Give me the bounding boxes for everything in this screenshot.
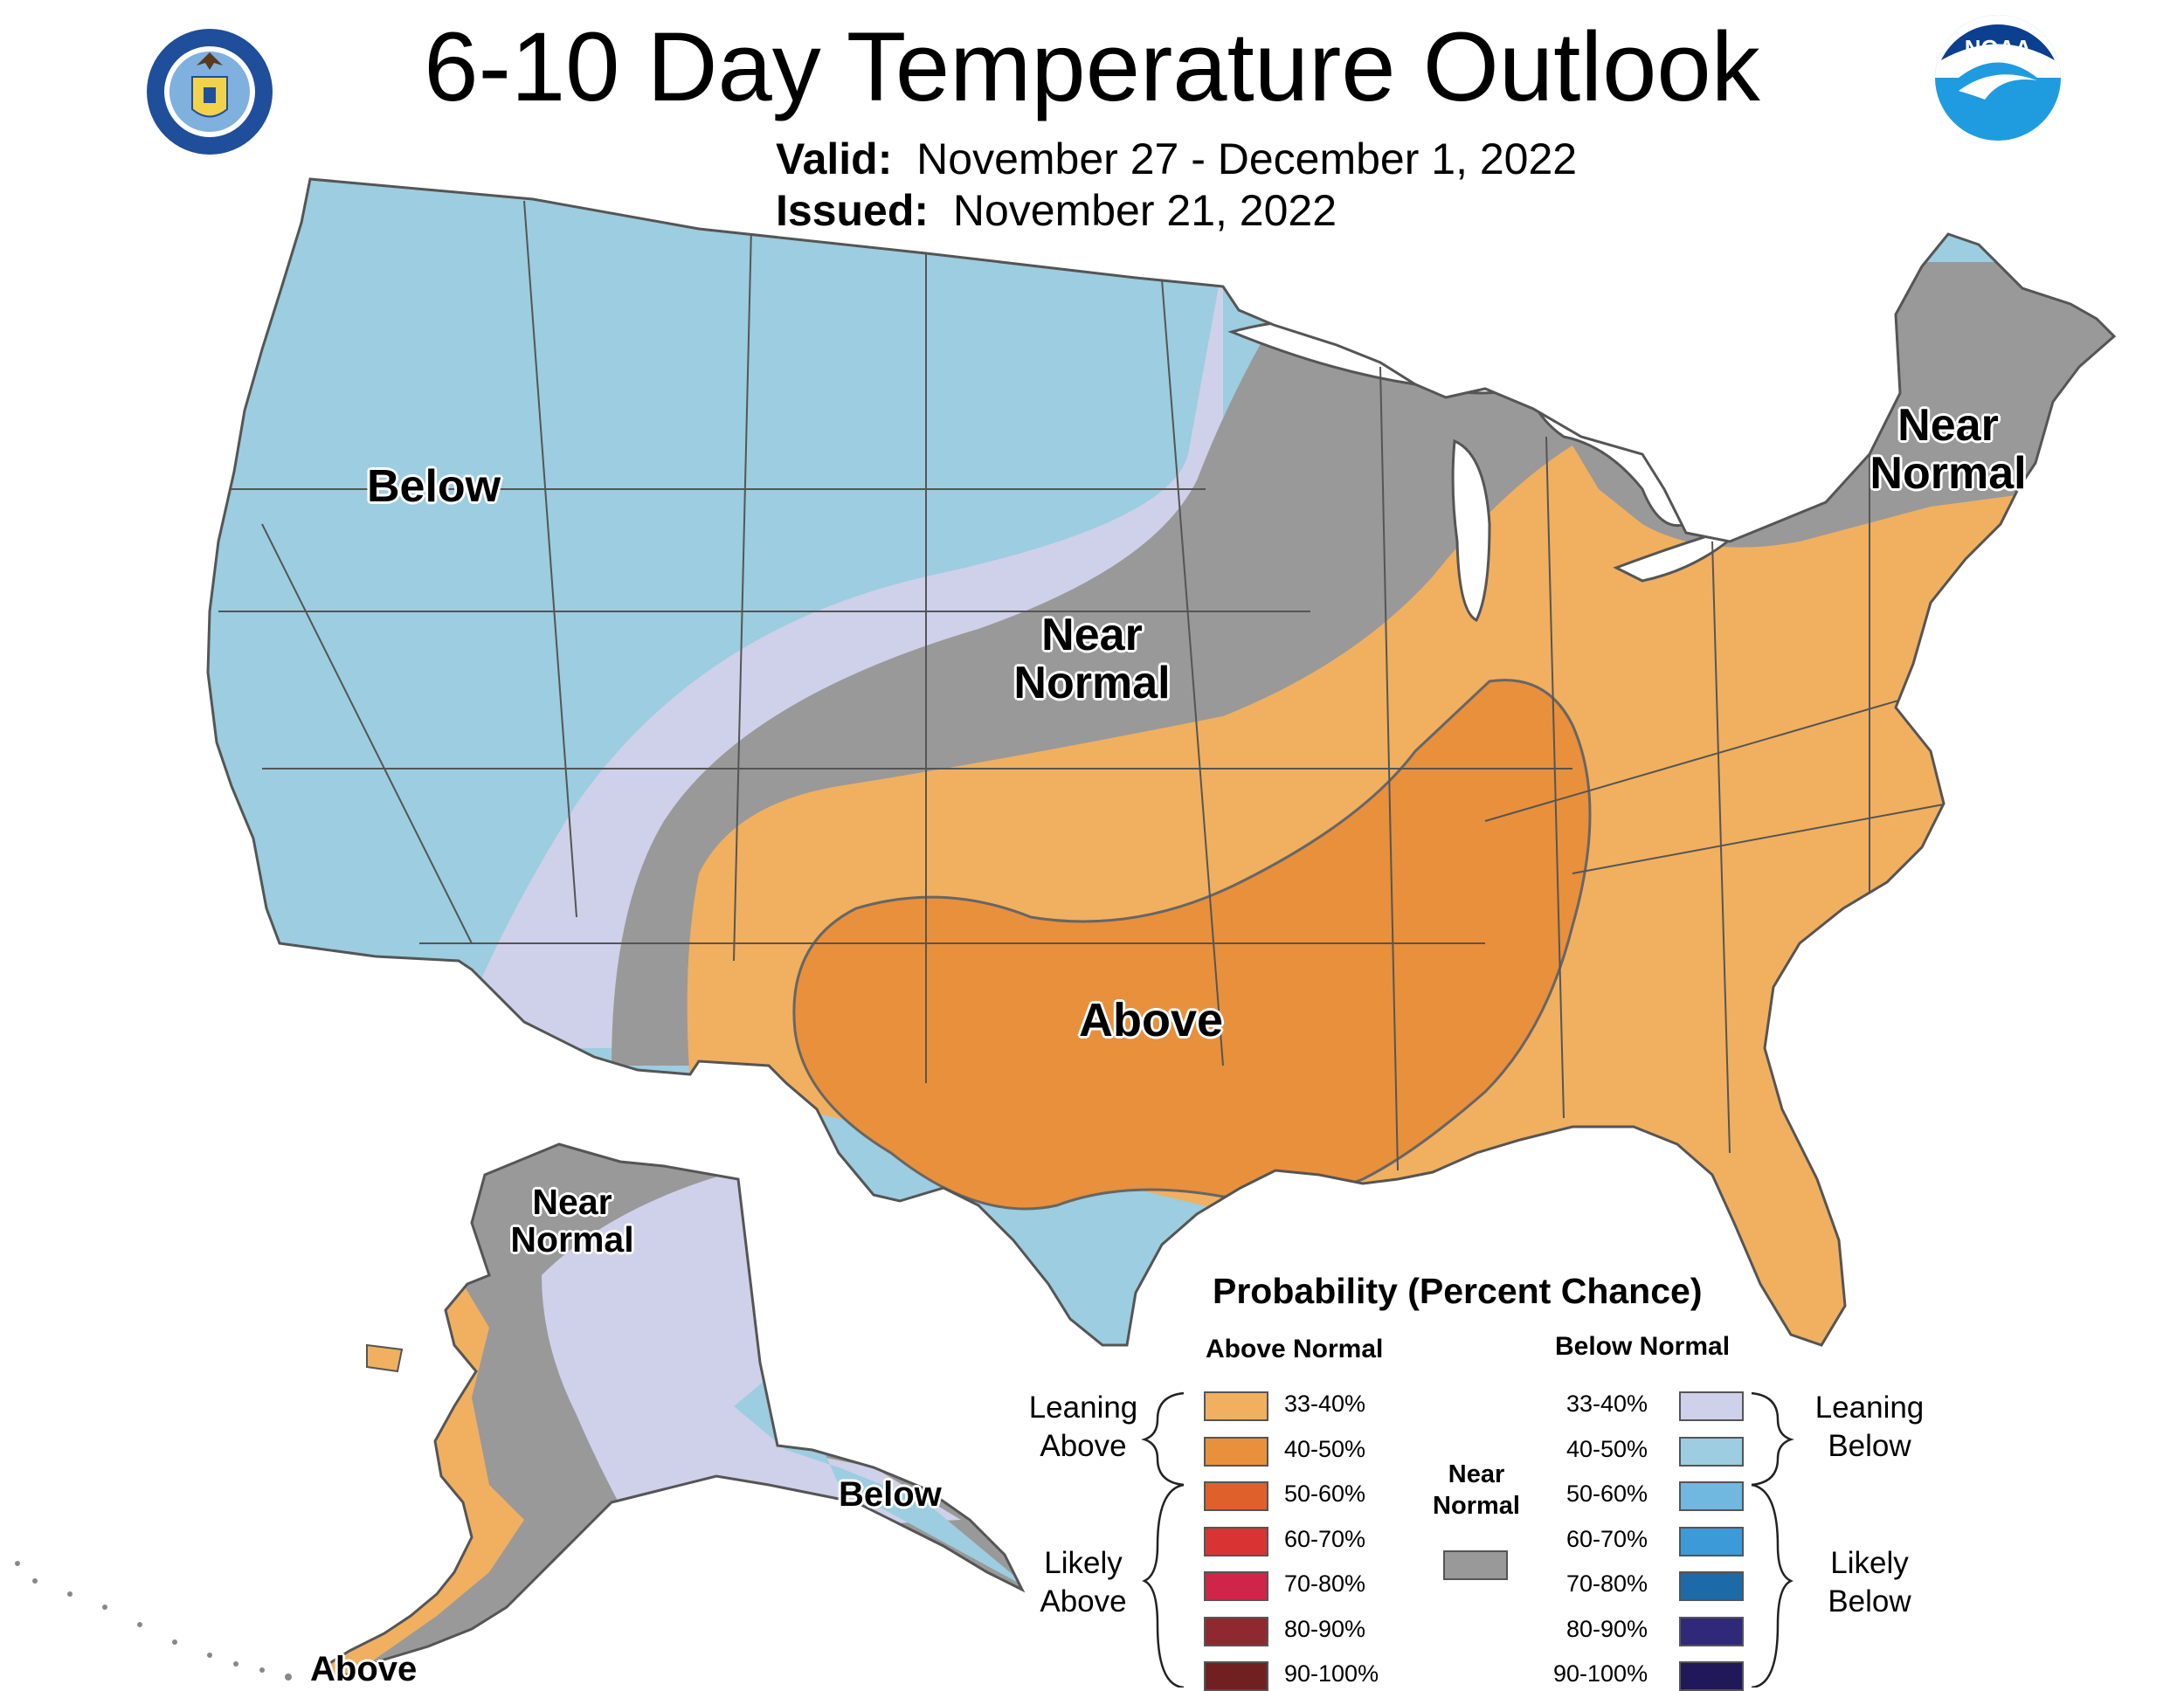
noaa-logo-text: NOAA	[1965, 35, 2032, 61]
state-borders	[210, 200, 1949, 1171]
issued-line: Issued: November 21, 2022	[776, 185, 1337, 236]
legend-above-swatch-7	[1204, 1661, 1268, 1691]
leaning-below-line1: Leaning	[1814, 1391, 1925, 1425]
ne-near-line2: Normal	[1870, 447, 2027, 499]
likely-above-line2: Above	[1040, 1584, 1127, 1619]
alaska-outline	[310, 1142, 1026, 1679]
ak-near-line2: Normal	[510, 1219, 634, 1260]
legend-below-pct-7: 90-100%	[1553, 1660, 1648, 1687]
legend-near-line1: Near	[1448, 1460, 1505, 1488]
legend-above-header: Above Normal	[1206, 1335, 1384, 1363]
likely-below-line1: Likely	[1830, 1546, 1909, 1580]
leaning-below-line2: Below	[1828, 1428, 1911, 1463]
legend-above-swatch-6	[1204, 1616, 1268, 1646]
likely-above-line1: Likely	[1044, 1546, 1123, 1580]
legend-above-pct-7: 90-100%	[1284, 1660, 1379, 1687]
legend-below-pct-2: 40-50%	[1566, 1435, 1648, 1462]
legend-below-header: Below Normal	[1555, 1332, 1731, 1361]
ak-islands	[366, 1343, 404, 1373]
noaa-logo: NOAA	[1935, 15, 2061, 141]
legend-below-pct-3: 50-60%	[1566, 1480, 1648, 1507]
legend-below-swatch-5	[1679, 1571, 1744, 1601]
valid-label: Valid:	[776, 135, 893, 183]
legend-likely-above-label: Likely Above	[1005, 1544, 1162, 1621]
legend-above-pct-3: 50-60%	[1284, 1480, 1366, 1507]
legend-below-pct-1: 33-40%	[1566, 1391, 1648, 1417]
issued-date: November 21, 2022	[952, 186, 1337, 235]
ak-near-line1: Near	[532, 1182, 612, 1222]
conus-above-label: Above	[1079, 994, 1224, 1046]
valid-line: Valid: November 27 - December 1, 2022	[776, 134, 1577, 184]
conus-near-line2: Normal	[1013, 657, 1171, 708]
legend-below-swatch-3	[1679, 1481, 1744, 1511]
legend-above-swatch-5	[1204, 1571, 1268, 1601]
issued-label: Issued:	[776, 186, 930, 235]
legend-below-pct-6: 80-90%	[1566, 1615, 1648, 1642]
legend-title: Probability (Percent Chance)	[1213, 1271, 1703, 1311]
legend-leaning-below-label: Leaning Below	[1791, 1389, 1948, 1466]
legend-below-pct-4: 60-70%	[1566, 1525, 1648, 1552]
legend-below-swatch-6	[1679, 1616, 1744, 1646]
legend-leaning-above-label: Leaning Above	[1005, 1389, 1162, 1466]
legend-above-pct-2: 40-50%	[1284, 1435, 1366, 1462]
department-of-commerce-seal	[147, 29, 273, 155]
likely-below-line2: Below	[1828, 1584, 1911, 1619]
legend-below-swatch-4	[1679, 1526, 1744, 1556]
legend-below-swatch-7	[1679, 1661, 1744, 1691]
legend-above-swatch-4	[1204, 1526, 1268, 1556]
legend-above-pct-1: 33-40%	[1284, 1391, 1366, 1417]
ak-near-normal-label: Near Normal	[489, 1182, 655, 1260]
page-title: 6-10 Day Temperature Outlook	[424, 12, 1760, 121]
leaning-above-line1: Leaning	[1028, 1391, 1138, 1425]
valid-date-range: November 27 - December 1, 2022	[916, 135, 1578, 183]
legend-likely-below-label: Likely Below	[1791, 1544, 1948, 1621]
legend-below-swatch-2	[1679, 1436, 1744, 1467]
legend-above-swatch-1	[1204, 1391, 1268, 1421]
ak-zone-leaning-below	[542, 1170, 961, 1537]
legend-below-swatch-1	[1679, 1391, 1744, 1421]
ne-near-normal-label: Near Normal	[1852, 402, 2044, 497]
ak-below-label: Below	[839, 1475, 942, 1514]
legend-near-line2: Normal	[1433, 1492, 1520, 1521]
conus-near-line1: Near	[1041, 610, 1143, 660]
legend-above-pct-6: 80-90%	[1284, 1615, 1366, 1642]
conus-near-normal-label: Near Normal	[996, 611, 1188, 707]
leaning-above-line2: Above	[1040, 1428, 1127, 1463]
legend-near-normal-label: Near Normal	[1406, 1459, 1546, 1522]
legend-near-normal-swatch	[1443, 1550, 1508, 1580]
conus-outline	[206, 177, 2117, 1347]
legend-below-pct-5: 70-80%	[1566, 1570, 1648, 1597]
legend-above-swatch-2	[1204, 1436, 1268, 1467]
legend-above-pct-4: 60-70%	[1284, 1525, 1366, 1552]
ak-above-label: Above	[310, 1650, 418, 1688]
legend-above-swatch-3	[1204, 1481, 1268, 1511]
ne-near-line1: Near	[1897, 400, 1999, 451]
legend-above-pct-5: 70-80%	[1284, 1570, 1366, 1597]
aleutian-islands	[15, 1561, 292, 1681]
zone-above-4050	[792, 679, 1592, 1211]
conus-below-label: Below	[367, 461, 501, 512]
